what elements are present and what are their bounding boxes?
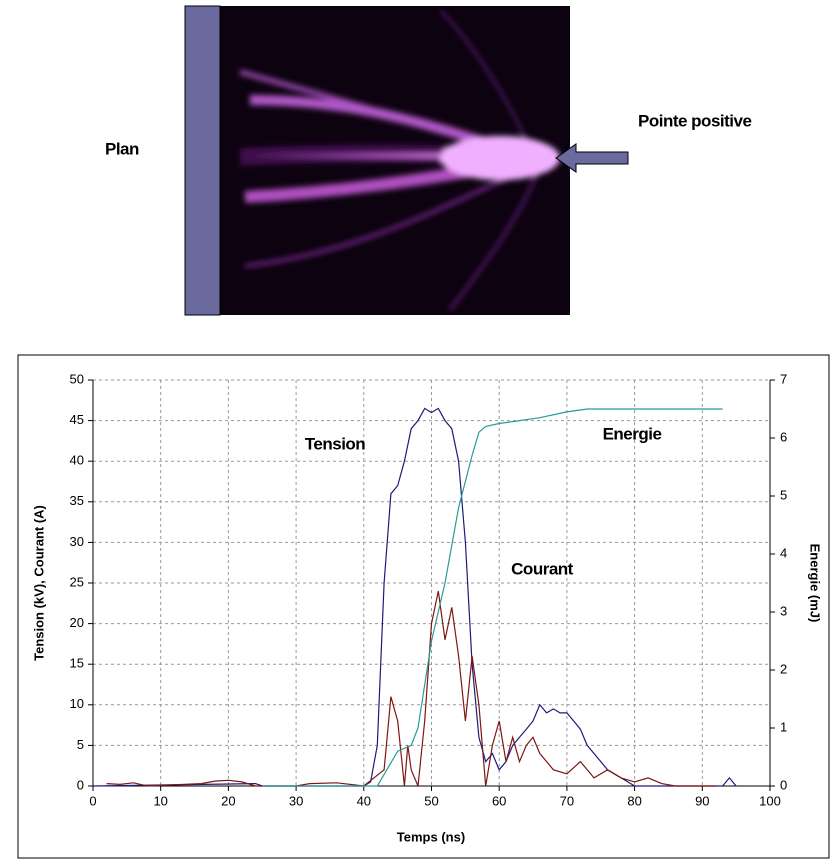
y2-tick-label: 1 — [780, 719, 787, 734]
x-tick-label: 90 — [695, 793, 709, 808]
y-tick-label: 45 — [70, 412, 84, 427]
x-tick-label: 10 — [153, 793, 167, 808]
y2-tick-label: 7 — [780, 371, 787, 386]
x-tick-label: 0 — [89, 793, 96, 808]
x-tick-label: 100 — [759, 793, 781, 808]
x-tick-label: 70 — [560, 793, 574, 808]
y2-tick-label: 6 — [780, 429, 787, 444]
series-label: Tension — [305, 434, 366, 453]
y2-tick-label: 4 — [780, 545, 787, 560]
x-tick-label: 20 — [221, 793, 235, 808]
y-tick-label: 20 — [70, 615, 84, 630]
series-line — [262, 408, 723, 787]
plane-label: Plan — [105, 139, 139, 158]
y-tick-label: 25 — [70, 574, 84, 589]
tip-arrow — [555, 143, 629, 173]
x-axis-label: Temps (ns) — [397, 829, 465, 844]
y-tick-label: 10 — [70, 696, 84, 711]
y2-axis-label: Energie (mJ) — [808, 544, 823, 623]
x-tick-label: 50 — [424, 793, 438, 808]
streamers — [239, 8, 560, 311]
x-tick-label: 80 — [627, 793, 641, 808]
chart: Temps (ns) Tension (kV), Courant (A) Ene… — [31, 371, 822, 844]
x-tick-label: 40 — [357, 793, 371, 808]
y2-tick-label: 5 — [780, 487, 787, 502]
plane-electrode — [184, 5, 221, 316]
y-tick-label: 0 — [77, 777, 84, 792]
y-axis-label: Tension (kV), Courant (A) — [31, 505, 46, 661]
y-tick-label: 40 — [70, 453, 84, 468]
y-tick-label: 15 — [70, 656, 84, 671]
series-line — [106, 590, 716, 787]
series-line — [92, 407, 737, 787]
y-tick-label: 5 — [77, 737, 84, 752]
y-tick-label: 50 — [70, 371, 84, 386]
y2-tick-label: 3 — [780, 603, 787, 618]
tip-label: Pointe positive — [638, 111, 751, 130]
y-tick-label: 30 — [70, 534, 84, 549]
y-tick-label: 35 — [70, 493, 84, 508]
photo: Plan Pointe positive — [105, 5, 752, 316]
x-tick-label: 60 — [492, 793, 506, 808]
x-tick-label: 30 — [289, 793, 303, 808]
y2-tick-label: 2 — [780, 661, 787, 676]
y2-tick-label: 0 — [780, 777, 787, 792]
series-label: Energie — [603, 424, 662, 443]
series-label: Courant — [511, 559, 574, 578]
